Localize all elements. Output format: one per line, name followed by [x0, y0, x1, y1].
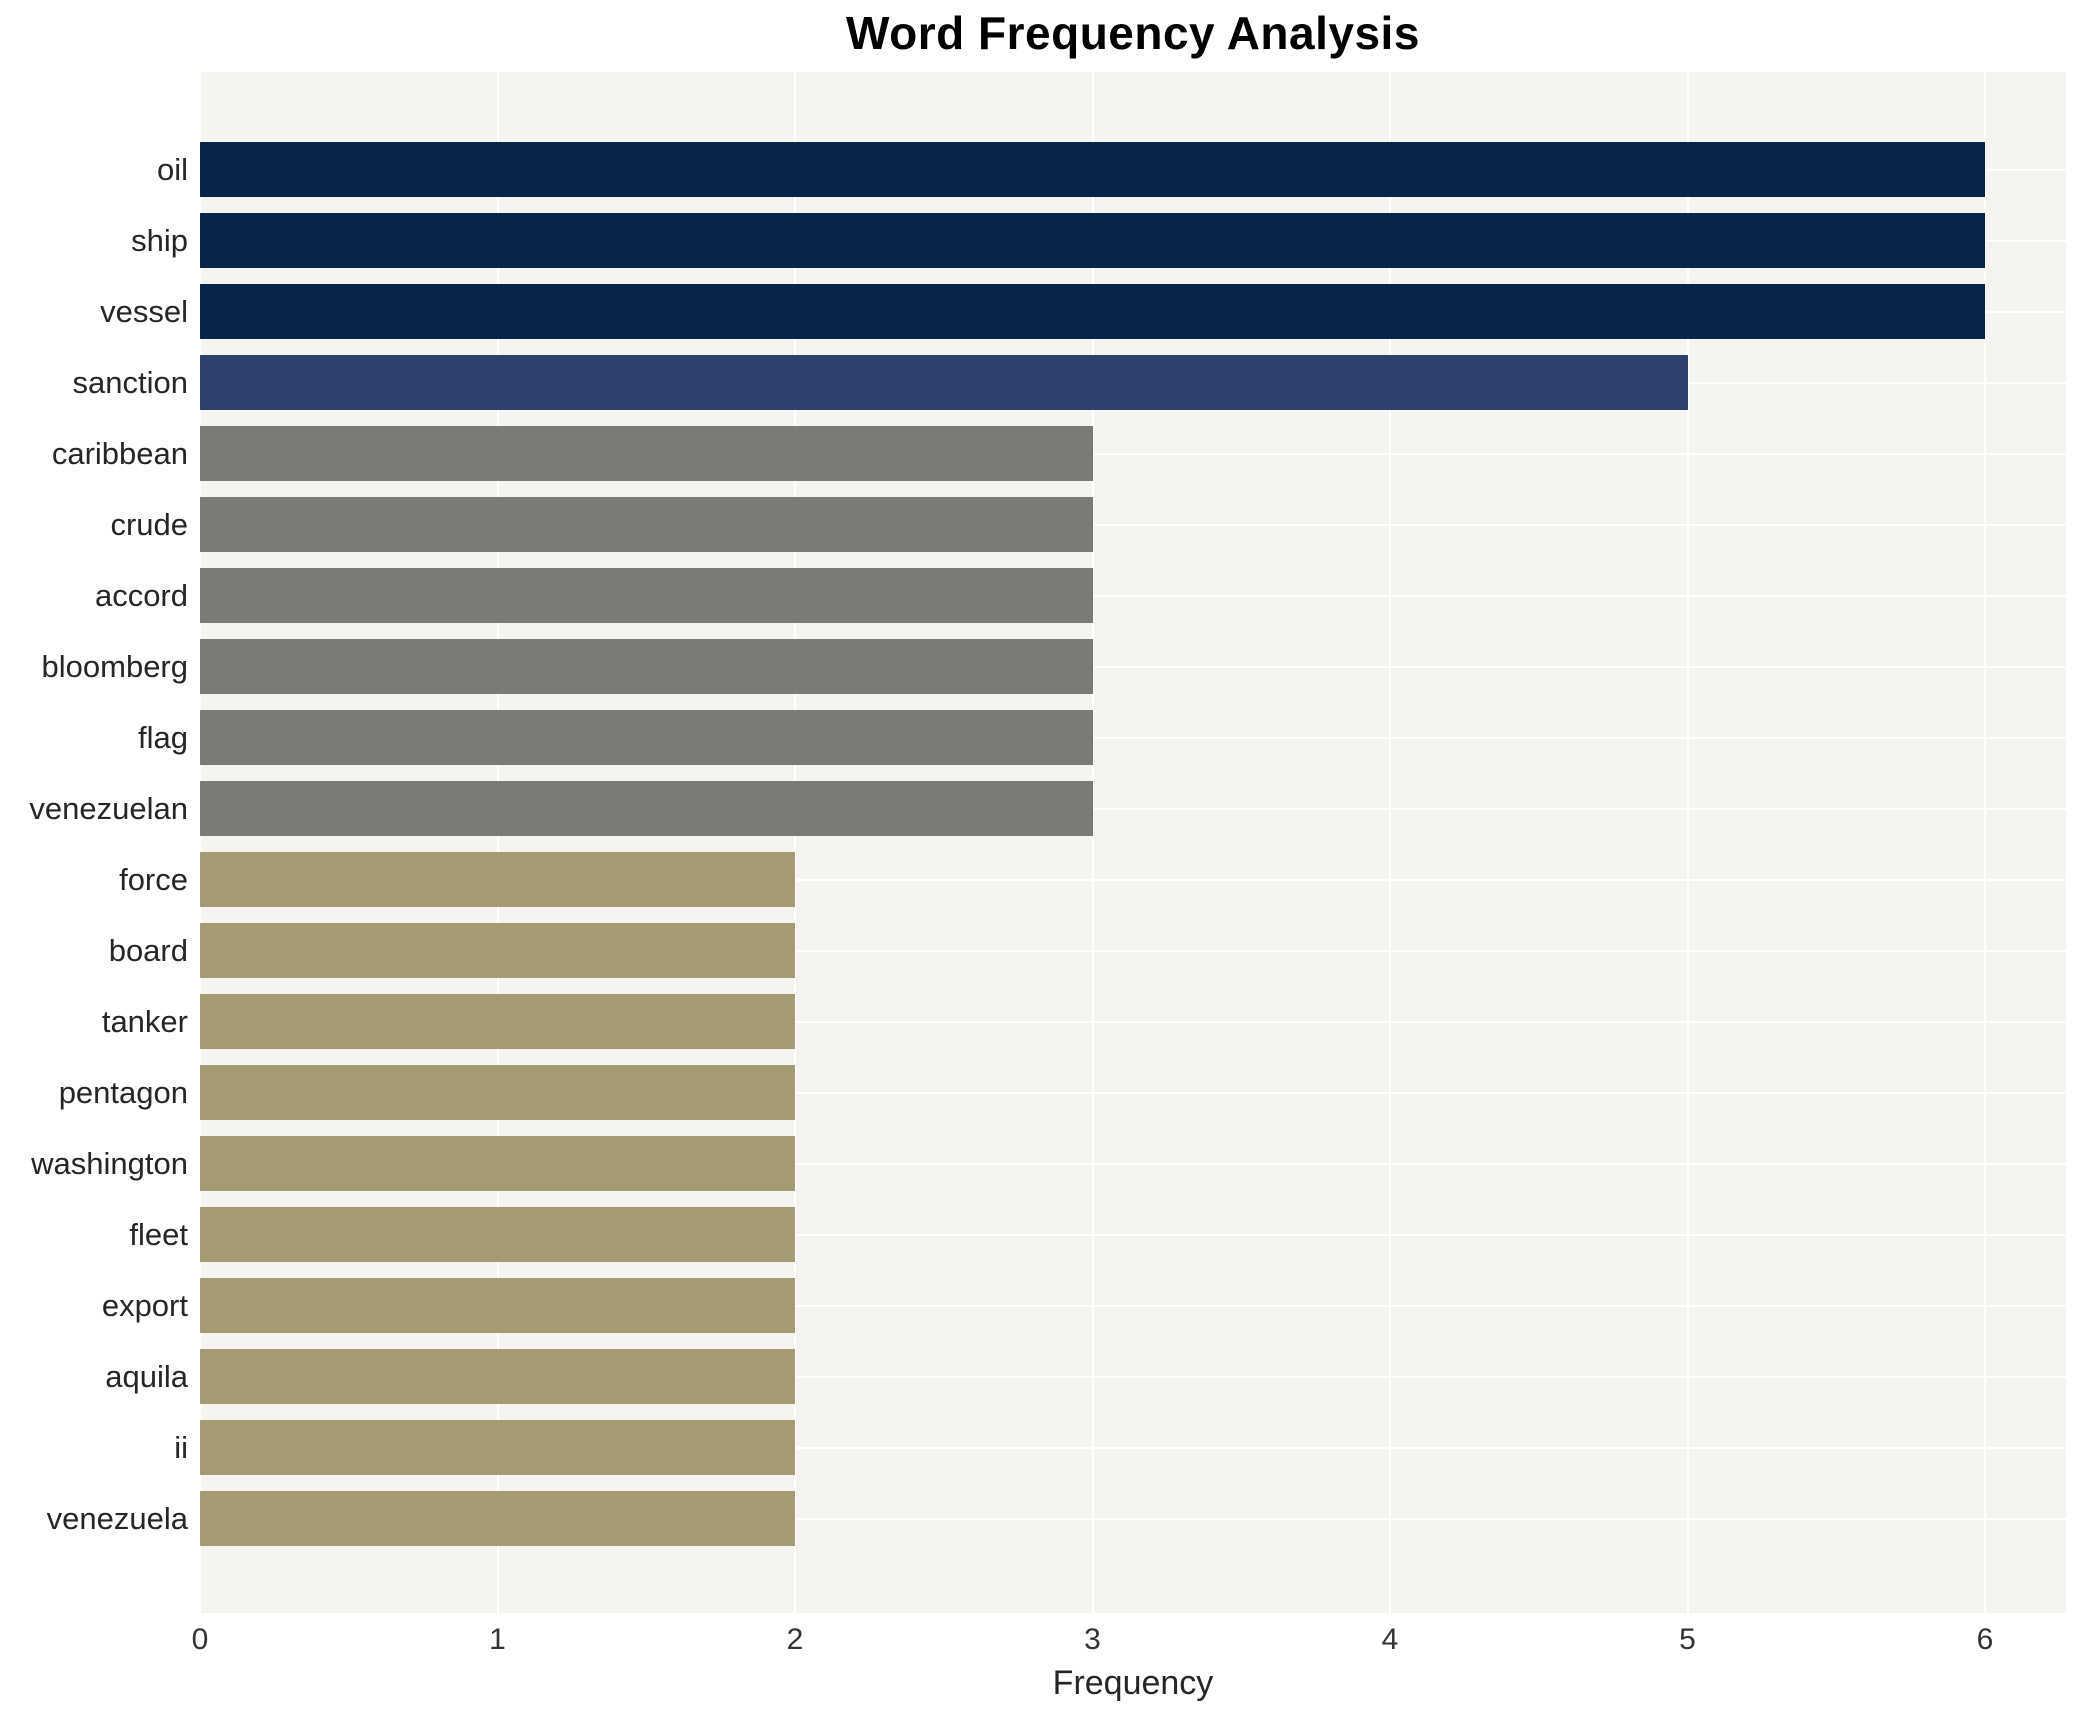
category-label-accord: accord: [94, 578, 188, 613]
category-label-sanction: sanction: [72, 365, 188, 400]
category-label-washington: washington: [31, 1146, 188, 1181]
bar-vessel: [200, 284, 1985, 339]
category-label-venezuela: venezuela: [46, 1501, 188, 1536]
y-gridline: [200, 1517, 2066, 1520]
y-gridline: [200, 878, 2066, 881]
x-gridline: [1091, 72, 1094, 1613]
category-label-oil: oil: [156, 152, 188, 187]
category-label-force: force: [119, 862, 188, 897]
category-label-pentagon: pentagon: [58, 1075, 188, 1110]
x-tick-label: 4: [1381, 1623, 1399, 1656]
bar-board: [200, 923, 795, 978]
bar-venezuelan: [200, 781, 1093, 836]
y-axis-category-labels: oil ship vessel sanction caribbean crude accor…: [0, 72, 188, 1613]
bar-export: [200, 1278, 795, 1333]
y-gridline: [200, 1304, 2066, 1307]
x-axis-title: Frequency: [1052, 1664, 1214, 1702]
bar-flag: [200, 710, 1093, 765]
y-gridline: [200, 1375, 2066, 1378]
x-tick-label: 3: [1084, 1623, 1101, 1656]
category-label-board: board: [108, 933, 188, 968]
y-gridline: [200, 1020, 2066, 1023]
bar-aquila: [200, 1349, 795, 1404]
category-label-aquila: aquila: [105, 1359, 188, 1394]
category-label-ii: ii: [174, 1430, 188, 1465]
bar-ii: [200, 1420, 795, 1475]
bar-ship: [200, 213, 1985, 268]
x-tick-label: 5: [1679, 1623, 1696, 1656]
y-gridline: [200, 949, 2066, 952]
y-gridline: [200, 665, 2066, 668]
x-gridline: [1984, 72, 1986, 1613]
x-tick-label: 6: [1976, 1623, 1994, 1656]
bar-force: [200, 852, 795, 907]
category-label-bloomberg: bloomberg: [41, 649, 188, 684]
bar-accord: [200, 568, 1093, 623]
bar-bloomberg: [200, 639, 1093, 694]
bar-sanction: [200, 355, 1688, 410]
bar-venezuela: [200, 1491, 795, 1546]
category-label-crude: crude: [110, 507, 188, 542]
category-label-ship: ship: [131, 223, 188, 258]
category-label-export: export: [101, 1288, 188, 1323]
y-gridline: [200, 523, 2066, 526]
category-label-fleet: fleet: [129, 1217, 188, 1252]
category-label-caribbean: caribbean: [51, 436, 188, 471]
bar-crude: [200, 497, 1093, 552]
y-gridline: [200, 1446, 2066, 1449]
y-gridline: [200, 1091, 2066, 1094]
bar-tanker: [200, 994, 795, 1049]
y-gridline: [200, 452, 2066, 455]
x-gridline: [199, 72, 201, 1613]
category-label-tanker: tanker: [101, 1004, 188, 1039]
bar-oil: [200, 142, 1985, 197]
y-gridline: [200, 807, 2066, 810]
x-gridline: [1389, 72, 1391, 1613]
category-label-flag: flag: [138, 720, 188, 755]
y-gridline: [200, 1233, 2066, 1236]
x-tick-label: 0: [191, 1623, 209, 1656]
plot-panel: [199, 72, 2066, 1613]
category-label-venezuelan: venezuelan: [29, 791, 188, 826]
bar-caribbean: [200, 426, 1093, 481]
bar-pentagon: [200, 1065, 795, 1120]
x-tick-label: 2: [786, 1623, 804, 1656]
x-gridline: [496, 72, 499, 1613]
bar-fleet: [200, 1207, 795, 1262]
y-gridline: [200, 1162, 2066, 1165]
x-tick-label: 1: [489, 1623, 506, 1656]
y-gridline: [200, 594, 2066, 597]
bar-washington: [200, 1136, 795, 1191]
x-gridline: [794, 72, 796, 1613]
category-label-vessel: vessel: [100, 294, 188, 329]
x-gridline: [1686, 72, 1689, 1613]
y-gridline: [200, 736, 2066, 739]
chart-title: Word Frequency Analysis: [846, 7, 1420, 59]
